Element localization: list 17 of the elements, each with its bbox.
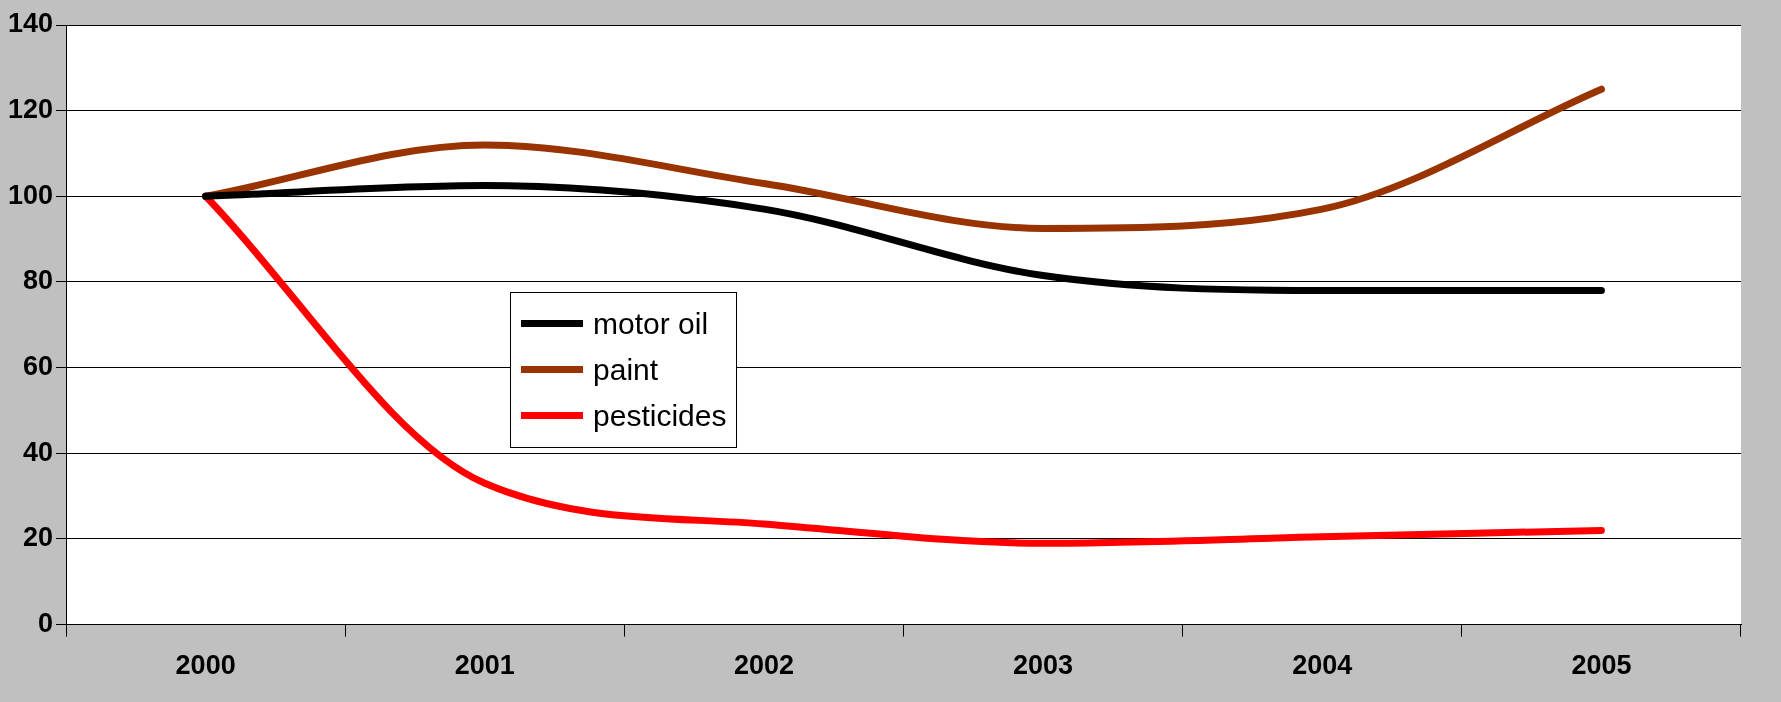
y-tick-label: 40 xyxy=(23,436,54,467)
x-tick-label: 2003 xyxy=(1013,650,1074,681)
y-tick-label: 60 xyxy=(23,351,54,382)
x-tick-label: 2004 xyxy=(1292,650,1353,681)
legend-label: motor oil xyxy=(593,306,709,341)
x-tick-label: 2002 xyxy=(733,650,794,681)
y-tick-label: 120 xyxy=(7,94,54,125)
y-tick-label: 100 xyxy=(7,179,54,210)
y-tick-label: 140 xyxy=(7,8,54,39)
x-tick-label: 2001 xyxy=(454,650,515,681)
legend-label: pesticides xyxy=(593,398,727,433)
x-tick-label: 2000 xyxy=(175,650,236,681)
legend-label: paint xyxy=(593,352,659,387)
y-tick-label: 20 xyxy=(23,522,54,553)
x-tick-label: 2005 xyxy=(1571,650,1632,681)
y-tick-label: 0 xyxy=(38,608,54,639)
y-tick-label: 80 xyxy=(23,265,54,296)
